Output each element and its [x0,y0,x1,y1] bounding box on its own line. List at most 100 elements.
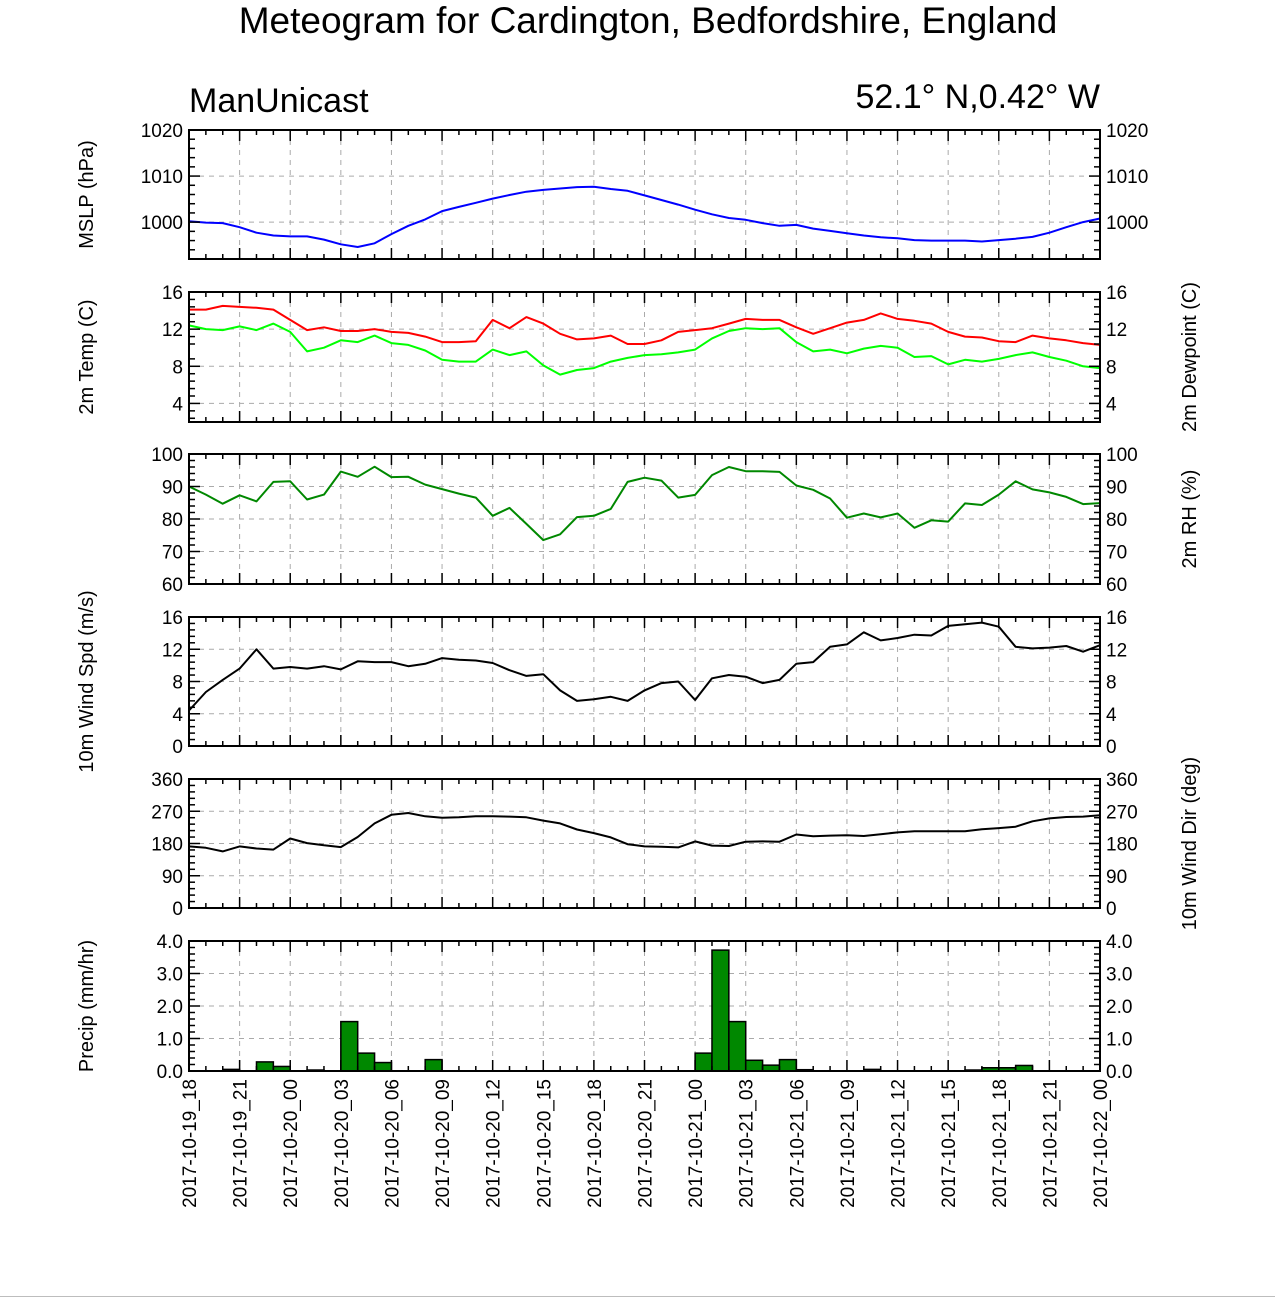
panel-3: 60 70 80 90 100 60 70 80 90 100 2m RH (%) [151,445,1201,596]
series-line [188,185,1101,248]
y-tick-label-right: 180 [1106,835,1138,856]
y-tick-label-right: 8 [1106,357,1117,378]
time-tick-label: 2017-10-21_12 [889,1079,910,1208]
time-tick-label: 2017-10-21_09 [838,1079,859,1208]
y-axis-title-right: 10m Wind Dir (deg) [1179,757,1201,930]
time-tick-label: 2017-10-21_18 [990,1079,1011,1208]
precip-bar [728,1020,747,1072]
y-tick-label-left: 1000 [141,213,183,234]
grid [188,941,1101,1071]
panel-2: 4 8 12 16 4 8 12 16 2m Temp (C) 2m Dewpoint (C) [76,282,1201,432]
time-tick-label: 2017-10-21_00 [686,1079,707,1208]
y-tick-label-right: 80 [1106,510,1127,531]
y-tick-label-right: 90 [1106,867,1127,888]
y-tick-label-right: 8 [1106,673,1117,694]
y-tick-label-left: 1010 [141,167,183,188]
x-ticks [188,130,1101,259]
y-tick-label-right: 12 [1106,320,1127,341]
y-ticks [189,129,1100,260]
time-tick-label: 2017-10-21_06 [787,1079,808,1208]
y-tick-label-right: 4.0 [1106,932,1132,953]
precip-bar [778,1058,798,1072]
y-tick-label-right: 4 [1106,394,1117,415]
y-axis-title-left: MSLP (hPa) [76,140,98,249]
y-tick-label-left: 80 [162,510,183,531]
x-ticks [188,779,1101,908]
precip-bar [744,1059,764,1072]
y-tick-label-left: 4.0 [157,932,183,953]
y-tick-label-left: 0.0 [157,1062,183,1083]
y-tick-label-right: 1010 [1106,167,1148,188]
location-label: 52.1° N,0.42° W [855,78,1100,116]
grid [188,779,1101,908]
series-line [189,304,1101,346]
y-ticks [189,291,1100,420]
y-tick-label-right: 12 [1106,640,1127,661]
y-tick-label-left: 60 [162,575,183,596]
y-axis-title-left: Precip (mm/hr) [76,940,98,1072]
y-tick-label-left: 0 [172,899,183,920]
y-axis-title-right: 2m RH (%) [1179,470,1201,569]
time-tick-label: 2017-10-21_03 [737,1079,758,1208]
y-tick-label-left: 1.0 [157,1030,183,1051]
panel-5: 0 90 180 270 360 0 90 180 270 360 10m Wind Dir (de… [151,757,1201,930]
panel-4: 0 4 8 12 16 0 4 8 12 16 10m Wind Spd (m/s) [76,590,1127,772]
precip-bar [424,1058,443,1072]
x-ticks [188,292,1101,422]
grid [188,292,1101,422]
y-tick-label-left: 2.0 [157,997,183,1018]
y-tick-label-right: 16 [1106,283,1127,304]
x-ticks [188,617,1101,746]
y-tick-label-left: 4 [172,394,183,415]
y-tick-label-left: 4 [172,705,183,726]
y-tick-label-right: 360 [1106,770,1138,791]
y-tick-label-right: 0.0 [1106,1062,1132,1083]
y-tick-label-right: 1.0 [1106,1030,1132,1051]
y-tick-label-right: 270 [1106,802,1138,823]
y-tick-label-left: 90 [162,478,183,499]
y-tick-label-left: 70 [162,543,183,564]
precip-bar [255,1061,275,1072]
y-tick-label-left: 12 [162,320,183,341]
time-tick-label: 2017-10-20_18 [585,1079,606,1208]
y-tick-label-right: 16 [1106,608,1127,629]
time-tick-label: 2017-10-20_00 [281,1079,302,1208]
y-tick-label-left: 180 [151,835,183,856]
y-tick-label-left: 360 [151,770,183,791]
series-line [188,812,1101,853]
grid [188,454,1101,584]
y-ticks [189,453,1100,585]
time-tick-label: 2017-10-20_09 [433,1079,454,1208]
y-tick-label-right: 3.0 [1106,965,1132,986]
x-ticks [188,941,1101,1071]
precip-bar [340,1020,359,1072]
grid [188,617,1101,746]
y-tick-label-right: 1020 [1106,121,1148,142]
time-tick-label: 2017-10-20_06 [382,1079,403,1208]
precip-bar [356,1052,376,1072]
y-tick-label-left: 8 [172,357,183,378]
time-tick-label: 2017-10-22_00 [1091,1079,1112,1208]
y-tick-label-left: 16 [162,608,183,629]
y-tick-label-right: 100 [1106,445,1138,466]
time-tick-label: 2017-10-20_03 [332,1079,353,1208]
x-ticks [188,454,1101,584]
y-tick-label-right: 0 [1106,899,1117,920]
figure-title: Meteogram for Cardington, Bedfordshire, … [239,0,1058,41]
y-tick-label-left: 3.0 [157,965,183,986]
y-tick-label-right: 0 [1106,737,1117,758]
y-tick-label-left: 12 [162,640,183,661]
y-tick-label-right: 70 [1106,543,1127,564]
y-ticks [189,940,1100,1072]
page-bottom-rule [0,1296,1275,1297]
y-tick-label-left: 0 [172,737,183,758]
y-tick-label-right: 90 [1106,478,1127,499]
time-tick-label: 2017-10-20_15 [534,1079,555,1208]
y-ticks [189,616,1100,747]
precip-bar [373,1061,393,1072]
y-ticks [189,778,1100,909]
precip-bar [711,949,730,1072]
precip-bar [694,1052,713,1072]
